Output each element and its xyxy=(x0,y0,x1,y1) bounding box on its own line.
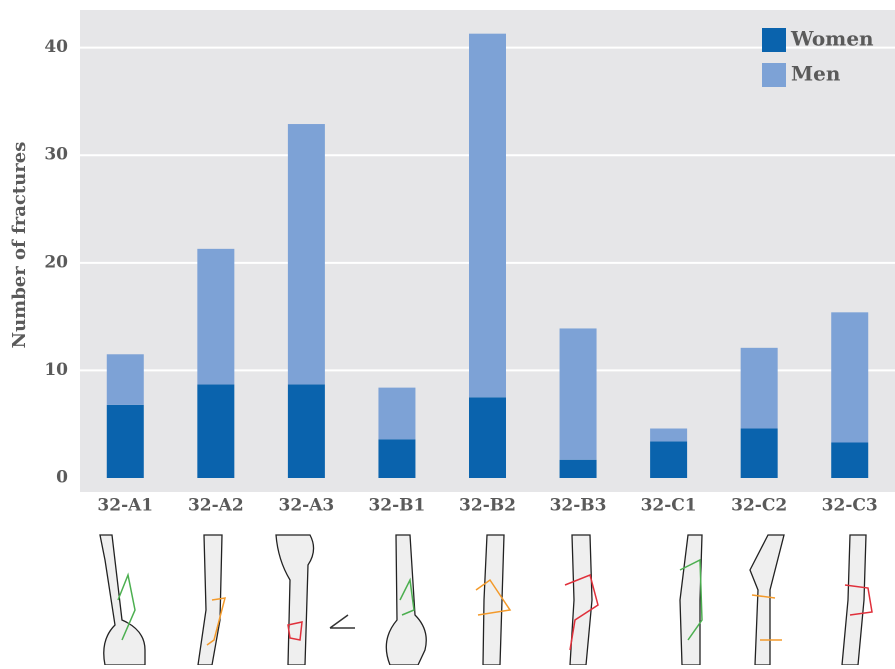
x-tick-label: 32-B3 xyxy=(550,496,607,516)
x-tick-label: 32-A1 xyxy=(97,496,153,516)
bar xyxy=(559,459,597,478)
bar xyxy=(287,384,325,478)
bone xyxy=(482,534,505,666)
x-tick-label: 32-B1 xyxy=(368,496,425,516)
bar xyxy=(106,354,144,405)
bar xyxy=(378,387,416,440)
bone xyxy=(569,534,593,666)
bar xyxy=(740,347,778,429)
bone xyxy=(275,534,315,666)
x-tick-label: 32-C2 xyxy=(731,496,787,516)
legend-swatch xyxy=(762,63,786,87)
bar xyxy=(740,428,778,478)
y-axis-label: Number of fractures xyxy=(9,142,30,349)
bar xyxy=(287,124,325,385)
legend-label: Men xyxy=(791,62,841,86)
bar xyxy=(378,439,416,478)
bar xyxy=(106,404,144,478)
x-tick-label: 32-C1 xyxy=(641,496,697,516)
bar xyxy=(197,248,235,385)
x-tick-label: 32-A2 xyxy=(188,496,244,516)
bar xyxy=(469,397,506,478)
bone xyxy=(197,534,223,666)
bone xyxy=(749,534,785,666)
x-tick-label: 32-A3 xyxy=(279,496,335,516)
bar xyxy=(197,384,235,478)
bar xyxy=(650,428,688,442)
y-tick-label: 0 xyxy=(56,468,68,488)
bar xyxy=(469,33,506,398)
fracture-lines xyxy=(117,558,873,651)
legend-label: Women xyxy=(790,27,874,51)
x-tick-label: 32-B2 xyxy=(459,496,516,516)
y-tick-label: 20 xyxy=(44,252,68,272)
bone xyxy=(385,534,427,666)
bone xyxy=(99,534,146,666)
bone xyxy=(841,534,867,666)
bar xyxy=(559,328,597,460)
bar xyxy=(650,441,688,478)
y-tick-label: 30 xyxy=(44,145,68,165)
legend-swatch xyxy=(762,28,786,52)
y-tick-label: 10 xyxy=(44,360,68,380)
y-tick-label: 40 xyxy=(44,37,68,57)
bone xyxy=(679,534,703,666)
bar xyxy=(831,442,869,478)
x-tick-label: 32-C3 xyxy=(822,496,878,516)
bar xyxy=(831,312,869,443)
